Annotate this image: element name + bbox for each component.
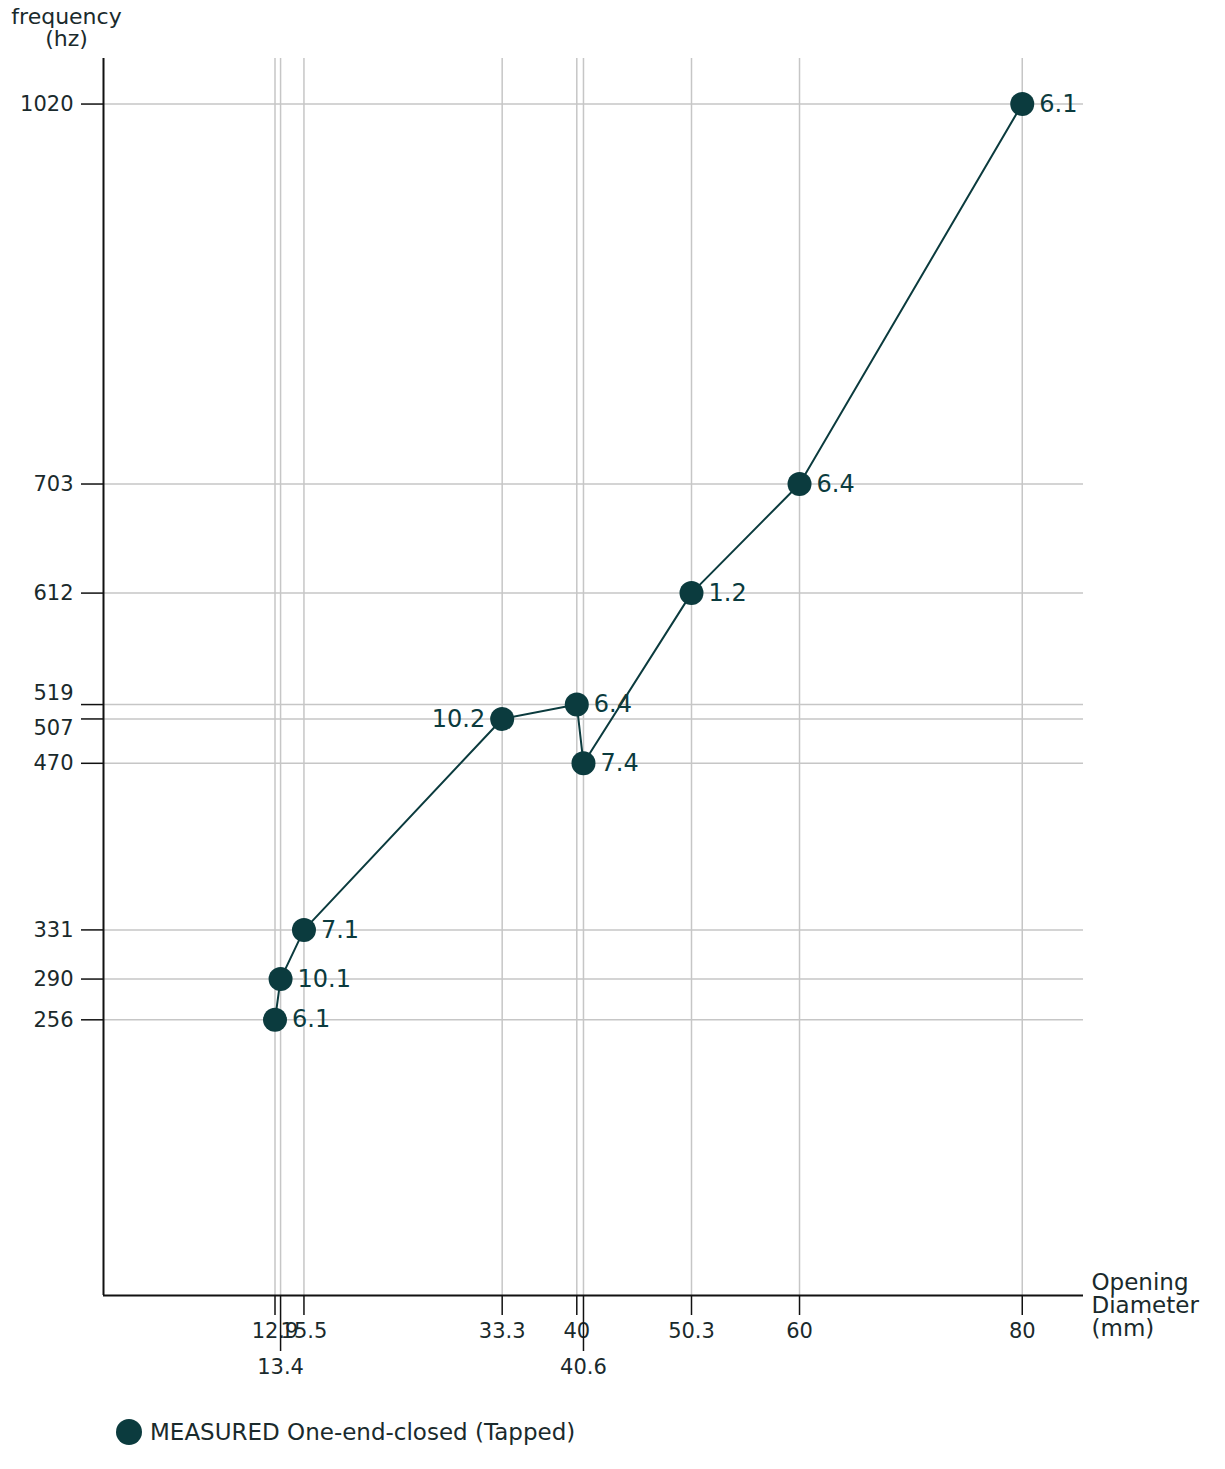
svg-text:1020: 1020 (20, 92, 73, 116)
svg-text:290: 290 (33, 967, 73, 991)
svg-text:6.1: 6.1 (292, 1005, 330, 1033)
svg-text:15.5: 15.5 (281, 1319, 328, 1343)
svg-text:50.3: 50.3 (668, 1319, 715, 1343)
svg-text:40: 40 (563, 1319, 590, 1343)
svg-text:331: 331 (33, 918, 73, 942)
svg-text:OpeningDiameter(mm): OpeningDiameter(mm) (1092, 1269, 1200, 1341)
svg-text:470: 470 (33, 751, 73, 775)
svg-text:80: 80 (1009, 1319, 1036, 1343)
svg-text:40.6: 40.6 (560, 1355, 607, 1379)
svg-text:7.1: 7.1 (321, 916, 359, 944)
svg-text:1.2: 1.2 (709, 579, 747, 607)
svg-text:703: 703 (33, 472, 73, 496)
svg-text:60: 60 (786, 1319, 813, 1343)
svg-text:507: 507 (33, 716, 73, 740)
svg-text:6.1: 6.1 (1039, 90, 1077, 118)
svg-text:7.4: 7.4 (600, 749, 638, 777)
svg-text:519: 519 (33, 681, 73, 705)
svg-text:13.4: 13.4 (257, 1355, 304, 1379)
svg-text:256: 256 (33, 1008, 73, 1032)
svg-text:33.3: 33.3 (479, 1319, 526, 1343)
svg-text:frequency(hz): frequency(hz) (11, 4, 121, 51)
html-text:MEASURED One-end-closed (Tappe: MEASURED One-end-closed (Tapped) (150, 1419, 576, 1445)
svg-text:612: 612 (33, 581, 73, 605)
svg-text:10.1: 10.1 (298, 965, 351, 993)
svg-text:6.4: 6.4 (594, 690, 632, 718)
svg-text:10.2: 10.2 (432, 705, 485, 733)
svg-text:6.4: 6.4 (817, 470, 855, 498)
svg-text:12.9: 12.9 (251, 1319, 299, 1344)
